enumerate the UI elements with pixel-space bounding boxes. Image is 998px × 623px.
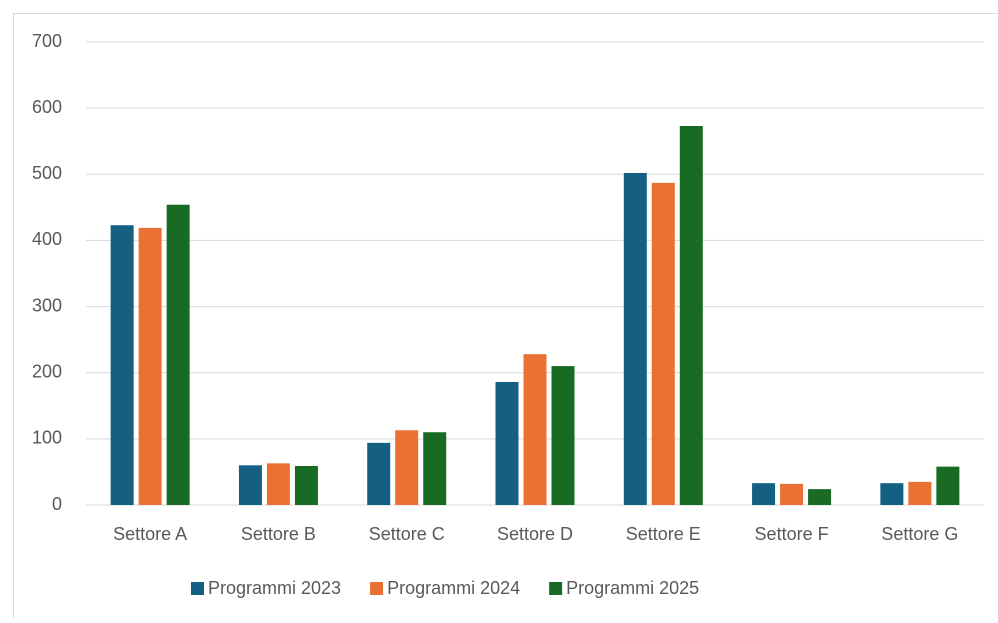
bar — [808, 489, 831, 505]
bar — [780, 484, 803, 505]
bar — [680, 126, 703, 505]
legend-label: Programmi 2023 — [208, 578, 341, 598]
legend-swatch — [191, 582, 204, 595]
bar — [936, 467, 959, 505]
bar — [652, 183, 675, 505]
y-tick-label: 700 — [32, 31, 62, 51]
y-tick-label: 500 — [32, 163, 62, 183]
legend-label: Programmi 2024 — [387, 578, 520, 598]
bar — [624, 173, 647, 505]
x-tick-label: Settore A — [113, 524, 187, 544]
bar — [752, 483, 775, 505]
x-tick-label: Settore G — [881, 524, 958, 544]
y-tick-label: 200 — [32, 361, 62, 381]
y-tick-label: 100 — [32, 428, 62, 448]
bar — [496, 382, 519, 505]
bar — [423, 432, 446, 505]
bar — [524, 354, 547, 505]
legend-swatch — [549, 582, 562, 595]
bar — [267, 463, 290, 505]
bar — [111, 225, 134, 505]
bar — [295, 466, 318, 505]
x-tick-label: Settore B — [241, 524, 316, 544]
bar — [139, 228, 162, 505]
y-tick-label: 600 — [32, 97, 62, 117]
x-tick-label: Settore F — [755, 524, 829, 544]
x-tick-label: Settore E — [626, 524, 701, 544]
bar — [880, 483, 903, 505]
bar — [167, 205, 190, 505]
bar — [908, 482, 931, 505]
bar — [239, 465, 262, 505]
bar — [552, 366, 575, 505]
x-tick-label: Settore D — [497, 524, 573, 544]
y-tick-label: 400 — [32, 229, 62, 249]
legend-label: Programmi 2025 — [566, 578, 699, 598]
y-tick-label: 0 — [52, 494, 62, 514]
bar — [395, 430, 418, 505]
legend-swatch — [370, 582, 383, 595]
x-tick-label: Settore C — [369, 524, 445, 544]
y-tick-label: 300 — [32, 295, 62, 315]
bar — [367, 443, 390, 505]
